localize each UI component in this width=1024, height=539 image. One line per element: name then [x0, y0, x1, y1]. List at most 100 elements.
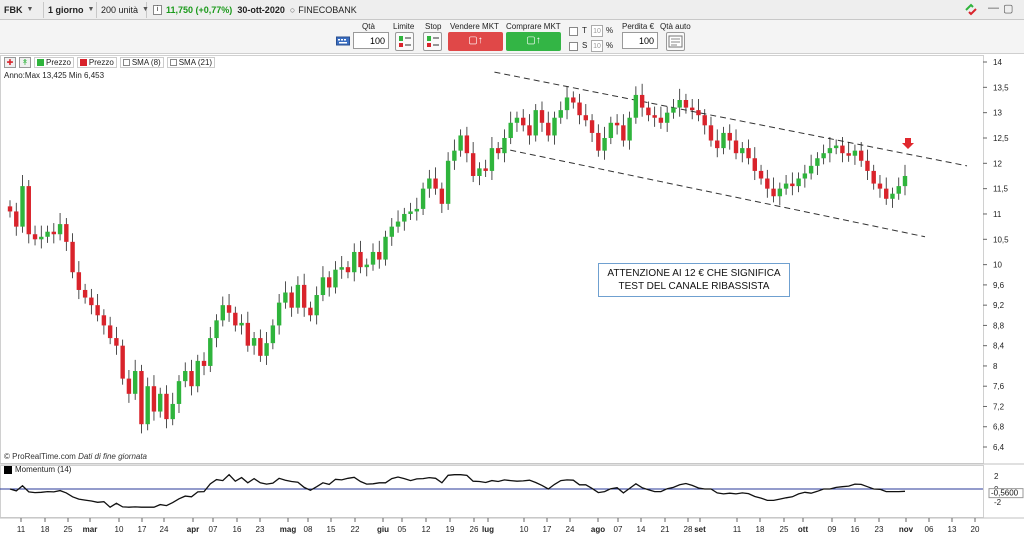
- candle-body: [383, 236, 388, 260]
- candle-body: [495, 148, 501, 154]
- candle-body: [258, 338, 263, 356]
- close-chart-icon[interactable]: ✚: [4, 57, 16, 68]
- info-icon[interactable]: i: [153, 4, 162, 15]
- candle-body: [220, 305, 225, 321]
- x-tick-label: 16: [233, 525, 242, 534]
- s-checkbox[interactable]: [569, 42, 578, 51]
- price-tick-label: 9,2: [993, 301, 1005, 310]
- price-tick-label: 10: [993, 261, 1002, 270]
- sell-market-button[interactable]: ▢↑: [448, 32, 503, 51]
- app-logo-icon: [964, 3, 978, 16]
- instrument-name: FINECOBANK: [298, 4, 357, 15]
- annotation-line: TEST DEL CANALE RIBASSISTA: [618, 281, 770, 292]
- candle-body: [7, 206, 13, 212]
- price-tick-label: 8,8: [993, 321, 1005, 330]
- period-dropdown[interactable]: 1 giorno ▼: [44, 1, 97, 18]
- x-tick-label: 12: [422, 525, 431, 534]
- candle-body: [877, 183, 883, 189]
- candle-body: [683, 99, 689, 108]
- auto-qty-button[interactable]: [666, 32, 685, 51]
- legend-item-price-up[interactable]: Prezzo: [34, 57, 74, 68]
- candle-body: [721, 132, 726, 149]
- legend-item-sma21[interactable]: SMA (21): [166, 57, 216, 68]
- legend-label: Prezzo: [46, 58, 71, 67]
- buy-label: Comprare MKT: [506, 22, 561, 31]
- symbol-dropdown[interactable]: FBK ▼: [0, 1, 44, 18]
- candle-body: [251, 338, 257, 346]
- limit-order-icon: [399, 36, 411, 47]
- price-tick-label: 7,6: [993, 382, 1005, 391]
- legend-item-sma8[interactable]: SMA (8): [119, 57, 164, 68]
- candle-body: [89, 297, 94, 306]
- s-percent: %: [606, 41, 614, 50]
- candle-body: [295, 284, 301, 308]
- auto-qty-label: Qtà auto: [660, 22, 691, 31]
- candle-body: [326, 277, 332, 288]
- momentum-legend: Momentum (14): [4, 465, 71, 474]
- year-range: Anno:Max 13,425 Min 6,453: [4, 71, 105, 80]
- stop-order-button[interactable]: [423, 32, 442, 51]
- x-tick-label: 11: [17, 525, 26, 534]
- data-note: Dati di fine giornata: [78, 452, 148, 461]
- candle-body: [433, 178, 438, 189]
- price-chart[interactable]: 14 13,5 13 12,5 12 11,5 11 10,5 10 9,6 9,2 8,8 8,4 8 7…: [0, 55, 1024, 539]
- candle-body: [158, 393, 163, 412]
- annotation-box[interactable]: ATTENZIONE AI 12 € CHE SIGNIFICA TEST DE…: [598, 263, 790, 297]
- units-dropdown[interactable]: 200 unità ▼: [97, 1, 149, 18]
- momentum-value-label: -0,5600: [991, 489, 1019, 498]
- momentum-tick-label: -2: [994, 498, 1002, 507]
- candle-body: [145, 386, 150, 425]
- maximize-icon[interactable]: ▢: [1003, 3, 1014, 15]
- candle-body: [546, 122, 551, 136]
- price-tick-label: 10,5: [993, 235, 1009, 244]
- candle-body: [502, 137, 507, 154]
- candle-body: [57, 224, 63, 235]
- candle-body: [14, 211, 19, 227]
- candle-body: [765, 178, 770, 189]
- candle-body: [858, 150, 864, 161]
- candle-body: [189, 371, 194, 387]
- copyright: © ProRealTime.com Dati di fine giornata: [4, 452, 147, 461]
- minimize-icon[interactable]: —: [988, 2, 999, 14]
- loss-label: Perdita €: [622, 22, 655, 31]
- price-tick-label: 6,8: [993, 423, 1005, 432]
- candle-body: [226, 305, 232, 313]
- candle-body: [289, 292, 294, 308]
- candle-body: [414, 208, 420, 212]
- stop-order-icon: [427, 36, 439, 47]
- s-value[interactable]: 10: [591, 40, 603, 52]
- loss-input[interactable]: [622, 32, 658, 49]
- x-tick-label: 26: [470, 525, 479, 534]
- legend-label: Prezzo: [88, 58, 114, 67]
- candle-body: [827, 148, 833, 154]
- x-tick-label: 19: [446, 525, 455, 534]
- candle-body: [564, 97, 570, 111]
- legend-item-price-down[interactable]: Prezzo: [76, 57, 117, 68]
- t-checkbox[interactable]: [569, 27, 578, 36]
- t-value[interactable]: 10: [591, 25, 603, 37]
- candle-body: [639, 94, 645, 108]
- candle-body: [176, 381, 182, 404]
- legend-swatch: [79, 59, 87, 66]
- x-tick-label: nov: [899, 525, 914, 534]
- candle-body: [201, 360, 207, 366]
- x-tick-label: set: [694, 525, 706, 534]
- momentum-swatch[interactable]: [4, 465, 12, 474]
- candle-body: [470, 153, 476, 176]
- candle-body: [577, 102, 582, 116]
- keyboard-icon[interactable]: [336, 34, 350, 48]
- qty-input[interactable]: [353, 32, 389, 49]
- candle-body: [120, 345, 125, 379]
- indicator-icon[interactable]: ↟: [19, 57, 31, 68]
- x-tick-label: 09: [828, 525, 837, 534]
- momentum-plot-frame: [0, 465, 984, 518]
- x-tick-label: 23: [875, 525, 884, 534]
- price-tick-label: 11,5: [993, 185, 1009, 194]
- x-tick-label: 06: [925, 525, 934, 534]
- candle-body: [740, 148, 745, 154]
- limit-order-button[interactable]: [395, 32, 414, 51]
- candle-body: [420, 188, 426, 209]
- buy-market-button[interactable]: ▢↑: [506, 32, 561, 51]
- x-tick-label: 25: [780, 525, 789, 534]
- price-tick-label: 14: [993, 58, 1002, 67]
